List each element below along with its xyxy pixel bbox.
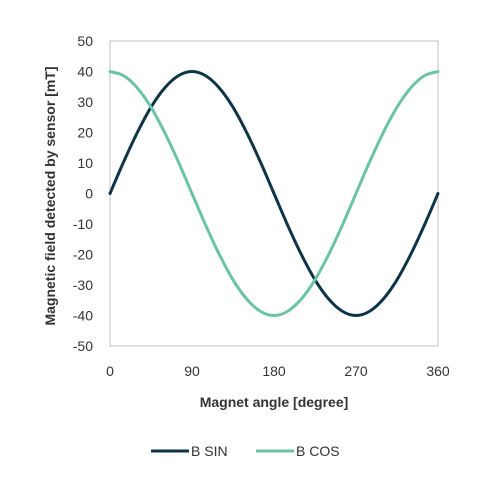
y-axis-label: Magnetic field detected by sensor [mT] — [42, 66, 58, 325]
x-tick-label: 360 — [426, 363, 450, 379]
y-tick-label: -30 — [73, 277, 93, 293]
y-tick-label: -20 — [73, 247, 93, 263]
legend: B SIN B COS — [151, 443, 340, 459]
y-tick-label: 0 — [85, 186, 93, 202]
legend-item: B SIN — [151, 443, 228, 459]
x-tick-label: 270 — [344, 363, 368, 379]
y-tick-label: -50 — [73, 338, 93, 354]
y-tick-label: 40 — [77, 64, 93, 80]
series-lines — [108, 70, 440, 317]
y-tick-label: -40 — [73, 308, 93, 324]
x-axis-label: Magnet angle [degree] — [200, 394, 349, 410]
y-tick-label: 10 — [77, 155, 93, 171]
x-tick-label: 180 — [262, 363, 286, 379]
legend-label: B SIN — [191, 443, 228, 459]
series-line-b-sin — [108, 70, 440, 317]
x-axis-ticks: 0 90 180 270 360 — [106, 363, 450, 379]
x-tick-label: 0 — [106, 363, 114, 379]
y-tick-label: 50 — [77, 33, 93, 49]
y-axis-ticks: 50 40 30 20 10 0 -10 -20 -30 -40 -50 — [73, 33, 93, 354]
y-tick-label: 30 — [77, 94, 93, 110]
legend-item: B COS — [256, 443, 340, 459]
y-tick-label: -10 — [73, 216, 93, 232]
series-line-b-cos — [108, 70, 440, 317]
legend-label: B COS — [296, 443, 340, 459]
y-tick-label: 20 — [77, 125, 93, 141]
x-tick-label: 90 — [184, 363, 200, 379]
